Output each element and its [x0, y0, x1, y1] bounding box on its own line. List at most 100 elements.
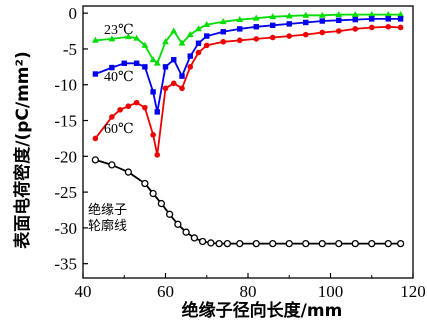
data-point	[133, 34, 141, 41]
data-point	[335, 239, 343, 248]
data-point	[302, 31, 309, 38]
data-point	[351, 239, 359, 248]
data-point	[237, 26, 243, 32]
data-point	[236, 37, 243, 44]
y-tick-label: -20	[54, 147, 77, 166]
series-label: 23℃	[104, 23, 134, 38]
data-point	[302, 239, 310, 248]
data-point	[179, 85, 185, 92]
data-point	[108, 35, 116, 42]
data-point	[397, 16, 404, 22]
data-point	[124, 168, 133, 176]
data-point	[351, 10, 359, 17]
series-label: 60℃	[104, 122, 134, 137]
data-point	[117, 106, 123, 113]
data-point	[124, 33, 132, 40]
data-point	[154, 109, 160, 115]
data-point	[269, 34, 276, 41]
data-point	[153, 59, 161, 66]
data-point	[369, 16, 375, 22]
y-axis-title: 表面电荷密度/(pC/mm²)	[12, 51, 33, 248]
series-layer	[91, 10, 405, 248]
data-point	[270, 22, 276, 29]
data-point	[92, 71, 99, 77]
data-point	[318, 239, 326, 248]
data-point	[368, 10, 376, 17]
data-point	[285, 239, 293, 248]
y-tick-label: 0	[69, 4, 78, 23]
series-0	[91, 10, 405, 66]
x-tick-label: 40	[75, 282, 92, 301]
data-point	[190, 234, 199, 242]
y-tick-label: -15	[54, 112, 77, 131]
data-point	[187, 53, 193, 59]
data-point	[215, 239, 223, 248]
data-point	[125, 103, 132, 110]
data-point	[396, 239, 405, 248]
data-point	[141, 179, 149, 188]
data-point	[318, 11, 326, 18]
data-point	[162, 64, 169, 70]
data-point	[198, 237, 207, 246]
y-tick-label: -30	[54, 219, 77, 238]
data-point	[170, 80, 177, 87]
data-point	[150, 132, 156, 138]
data-point	[187, 64, 194, 70]
data-point	[91, 36, 99, 43]
data-point	[149, 189, 157, 198]
data-point	[285, 12, 293, 19]
data-point	[269, 239, 277, 248]
y-tick-label: -25	[54, 183, 77, 202]
data-point	[335, 10, 343, 17]
data-point	[203, 21, 211, 28]
data-point	[236, 16, 244, 22]
data-point	[174, 220, 182, 228]
data-point	[397, 10, 405, 17]
data-point	[109, 114, 115, 120]
data-point	[384, 10, 392, 17]
data-point	[149, 56, 157, 63]
data-point	[121, 60, 127, 66]
data-point	[182, 228, 190, 236]
data-point	[133, 60, 140, 66]
data-point	[219, 18, 227, 25]
data-point	[336, 17, 342, 24]
series-line	[95, 159, 401, 245]
data-point	[352, 16, 358, 23]
data-point	[223, 239, 232, 248]
x-tick-label: 60	[157, 282, 174, 301]
data-point	[319, 18, 325, 24]
x-axis-title: 绝缘子径向长度/mm	[182, 300, 343, 321]
data-point	[92, 135, 99, 142]
data-point	[142, 64, 148, 70]
outline-label: 绝缘子	[88, 202, 127, 218]
data-point	[109, 64, 115, 71]
data-point	[195, 49, 202, 56]
data-point	[204, 33, 210, 39]
data-point	[162, 85, 169, 92]
data-point	[178, 39, 186, 46]
series-line	[94, 25, 401, 156]
data-point	[397, 24, 404, 31]
data-point	[335, 28, 342, 34]
y-tick-label: -10	[54, 76, 77, 95]
data-point	[186, 31, 194, 38]
data-point	[108, 161, 116, 169]
data-point	[385, 16, 391, 22]
data-point	[236, 239, 244, 248]
data-point	[252, 14, 260, 21]
data-point	[203, 42, 210, 49]
data-point	[286, 33, 293, 39]
y-tick-label: -5	[63, 40, 77, 59]
data-point	[150, 89, 156, 95]
data-point	[179, 73, 185, 79]
data-point	[302, 11, 310, 18]
data-point	[165, 210, 174, 218]
x-tick-label: 100	[318, 282, 344, 301]
data-point	[91, 156, 100, 164]
data-point	[269, 13, 277, 20]
data-point	[141, 41, 149, 48]
y-tick-label: -35	[54, 255, 77, 274]
